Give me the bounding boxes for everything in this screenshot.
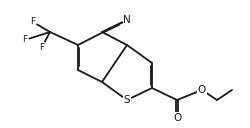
Text: O: O — [198, 85, 206, 95]
Text: F: F — [40, 42, 44, 51]
Text: S: S — [124, 95, 130, 105]
Text: F: F — [22, 35, 28, 45]
Text: O: O — [173, 113, 181, 123]
Text: N: N — [123, 15, 131, 25]
Text: F: F — [30, 18, 36, 26]
